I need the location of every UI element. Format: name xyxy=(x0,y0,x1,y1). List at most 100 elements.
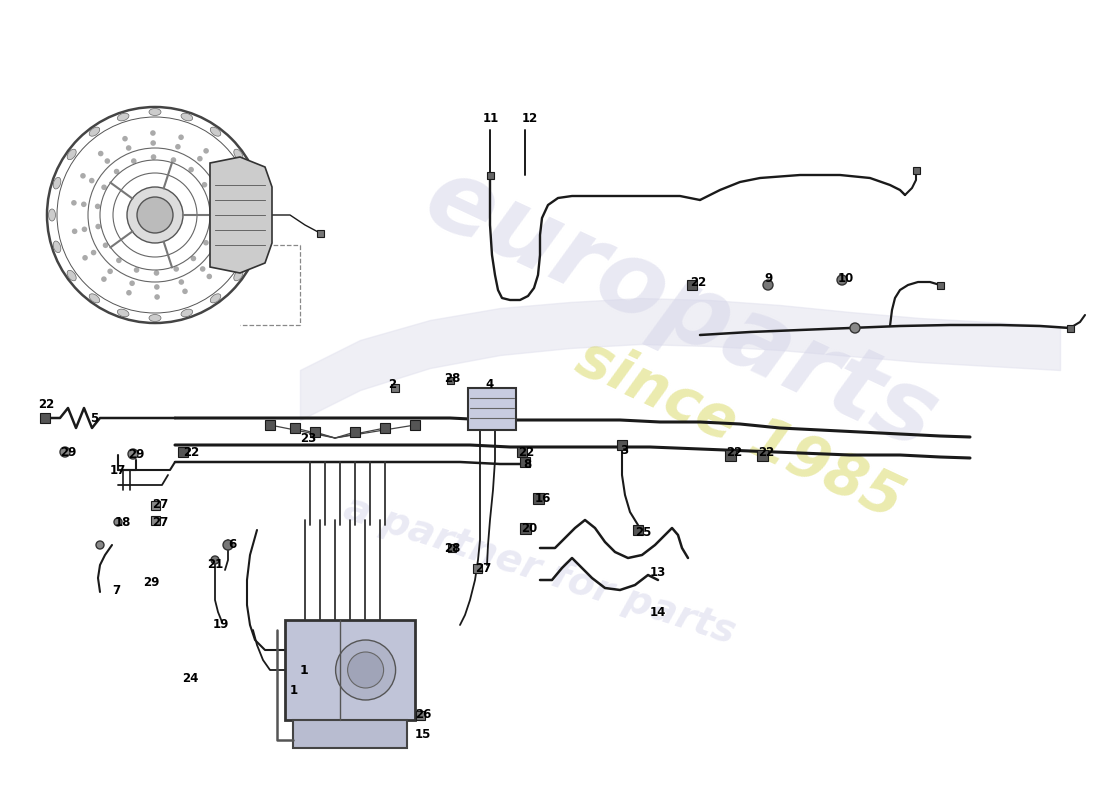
Text: 10: 10 xyxy=(838,271,855,285)
Text: 13: 13 xyxy=(650,566,667,578)
Circle shape xyxy=(223,198,229,203)
Circle shape xyxy=(131,158,136,164)
Ellipse shape xyxy=(118,114,129,121)
Circle shape xyxy=(170,158,176,163)
Circle shape xyxy=(95,203,100,209)
Circle shape xyxy=(98,150,103,156)
Bar xyxy=(468,388,516,430)
Text: 27: 27 xyxy=(475,562,492,574)
Ellipse shape xyxy=(89,294,100,303)
Ellipse shape xyxy=(118,309,129,317)
Text: 22: 22 xyxy=(39,398,54,411)
Text: 3: 3 xyxy=(620,443,628,457)
Circle shape xyxy=(200,266,206,272)
Text: 23: 23 xyxy=(300,431,317,445)
Circle shape xyxy=(178,279,184,285)
Bar xyxy=(913,166,920,174)
Bar xyxy=(617,440,627,450)
Circle shape xyxy=(150,130,156,136)
Circle shape xyxy=(128,449,138,459)
Ellipse shape xyxy=(48,209,55,221)
Circle shape xyxy=(222,170,228,175)
Bar xyxy=(936,282,944,289)
Circle shape xyxy=(126,187,183,243)
Text: 25: 25 xyxy=(635,526,651,538)
Text: 24: 24 xyxy=(182,671,198,685)
Circle shape xyxy=(197,156,202,162)
Bar xyxy=(632,525,644,535)
Text: 6: 6 xyxy=(228,538,236,551)
Bar xyxy=(1067,325,1074,331)
Text: 5: 5 xyxy=(90,411,98,425)
Text: 27: 27 xyxy=(152,515,168,529)
Circle shape xyxy=(151,154,156,160)
Text: 22: 22 xyxy=(183,446,199,458)
Text: 22: 22 xyxy=(518,446,535,458)
Bar xyxy=(151,501,160,510)
Circle shape xyxy=(174,266,179,272)
Bar xyxy=(725,450,736,461)
Circle shape xyxy=(223,540,233,550)
Ellipse shape xyxy=(234,270,243,281)
Text: 8: 8 xyxy=(522,458,531,471)
Circle shape xyxy=(82,255,88,261)
Ellipse shape xyxy=(53,178,60,189)
Circle shape xyxy=(224,251,230,257)
Bar xyxy=(416,710,425,719)
Ellipse shape xyxy=(210,294,221,303)
Bar xyxy=(390,384,399,392)
Bar xyxy=(410,420,420,430)
Bar xyxy=(265,420,275,430)
Circle shape xyxy=(125,145,132,150)
Circle shape xyxy=(209,201,214,206)
Circle shape xyxy=(336,640,396,700)
Bar xyxy=(317,230,323,237)
Text: 7: 7 xyxy=(112,583,120,597)
Circle shape xyxy=(72,200,77,206)
Text: 28: 28 xyxy=(444,542,461,554)
Bar xyxy=(350,427,360,437)
Text: 1: 1 xyxy=(290,683,298,697)
Text: 9: 9 xyxy=(764,271,772,285)
Circle shape xyxy=(130,281,135,286)
Text: a partner for parts: a partner for parts xyxy=(340,489,740,651)
Circle shape xyxy=(204,240,209,246)
Circle shape xyxy=(190,256,196,262)
Text: 22: 22 xyxy=(690,277,706,290)
Bar xyxy=(757,450,768,461)
Text: 28: 28 xyxy=(444,371,461,385)
Text: 2: 2 xyxy=(388,378,396,391)
Ellipse shape xyxy=(254,209,262,221)
Text: 29: 29 xyxy=(128,449,144,462)
Ellipse shape xyxy=(210,127,221,136)
Ellipse shape xyxy=(89,127,100,136)
Text: 17: 17 xyxy=(110,463,126,477)
Circle shape xyxy=(72,229,77,234)
Bar xyxy=(379,423,390,433)
Text: 29: 29 xyxy=(143,575,160,589)
Text: 4: 4 xyxy=(485,378,493,391)
Circle shape xyxy=(101,185,107,190)
Ellipse shape xyxy=(182,309,192,317)
Bar xyxy=(448,544,456,552)
Bar xyxy=(293,720,407,748)
Bar xyxy=(486,171,494,178)
Circle shape xyxy=(188,167,194,173)
Circle shape xyxy=(201,182,207,187)
Ellipse shape xyxy=(67,149,76,160)
Circle shape xyxy=(850,323,860,333)
Ellipse shape xyxy=(148,109,161,115)
Circle shape xyxy=(122,136,128,142)
Bar xyxy=(310,427,320,437)
Ellipse shape xyxy=(234,149,243,160)
Text: 22: 22 xyxy=(758,446,774,458)
Circle shape xyxy=(204,148,209,154)
Circle shape xyxy=(108,269,113,274)
Circle shape xyxy=(96,541,104,549)
Circle shape xyxy=(138,197,173,233)
Circle shape xyxy=(210,221,216,226)
Text: 14: 14 xyxy=(650,606,667,618)
Bar xyxy=(285,620,415,720)
Circle shape xyxy=(223,223,229,229)
Circle shape xyxy=(175,144,180,150)
